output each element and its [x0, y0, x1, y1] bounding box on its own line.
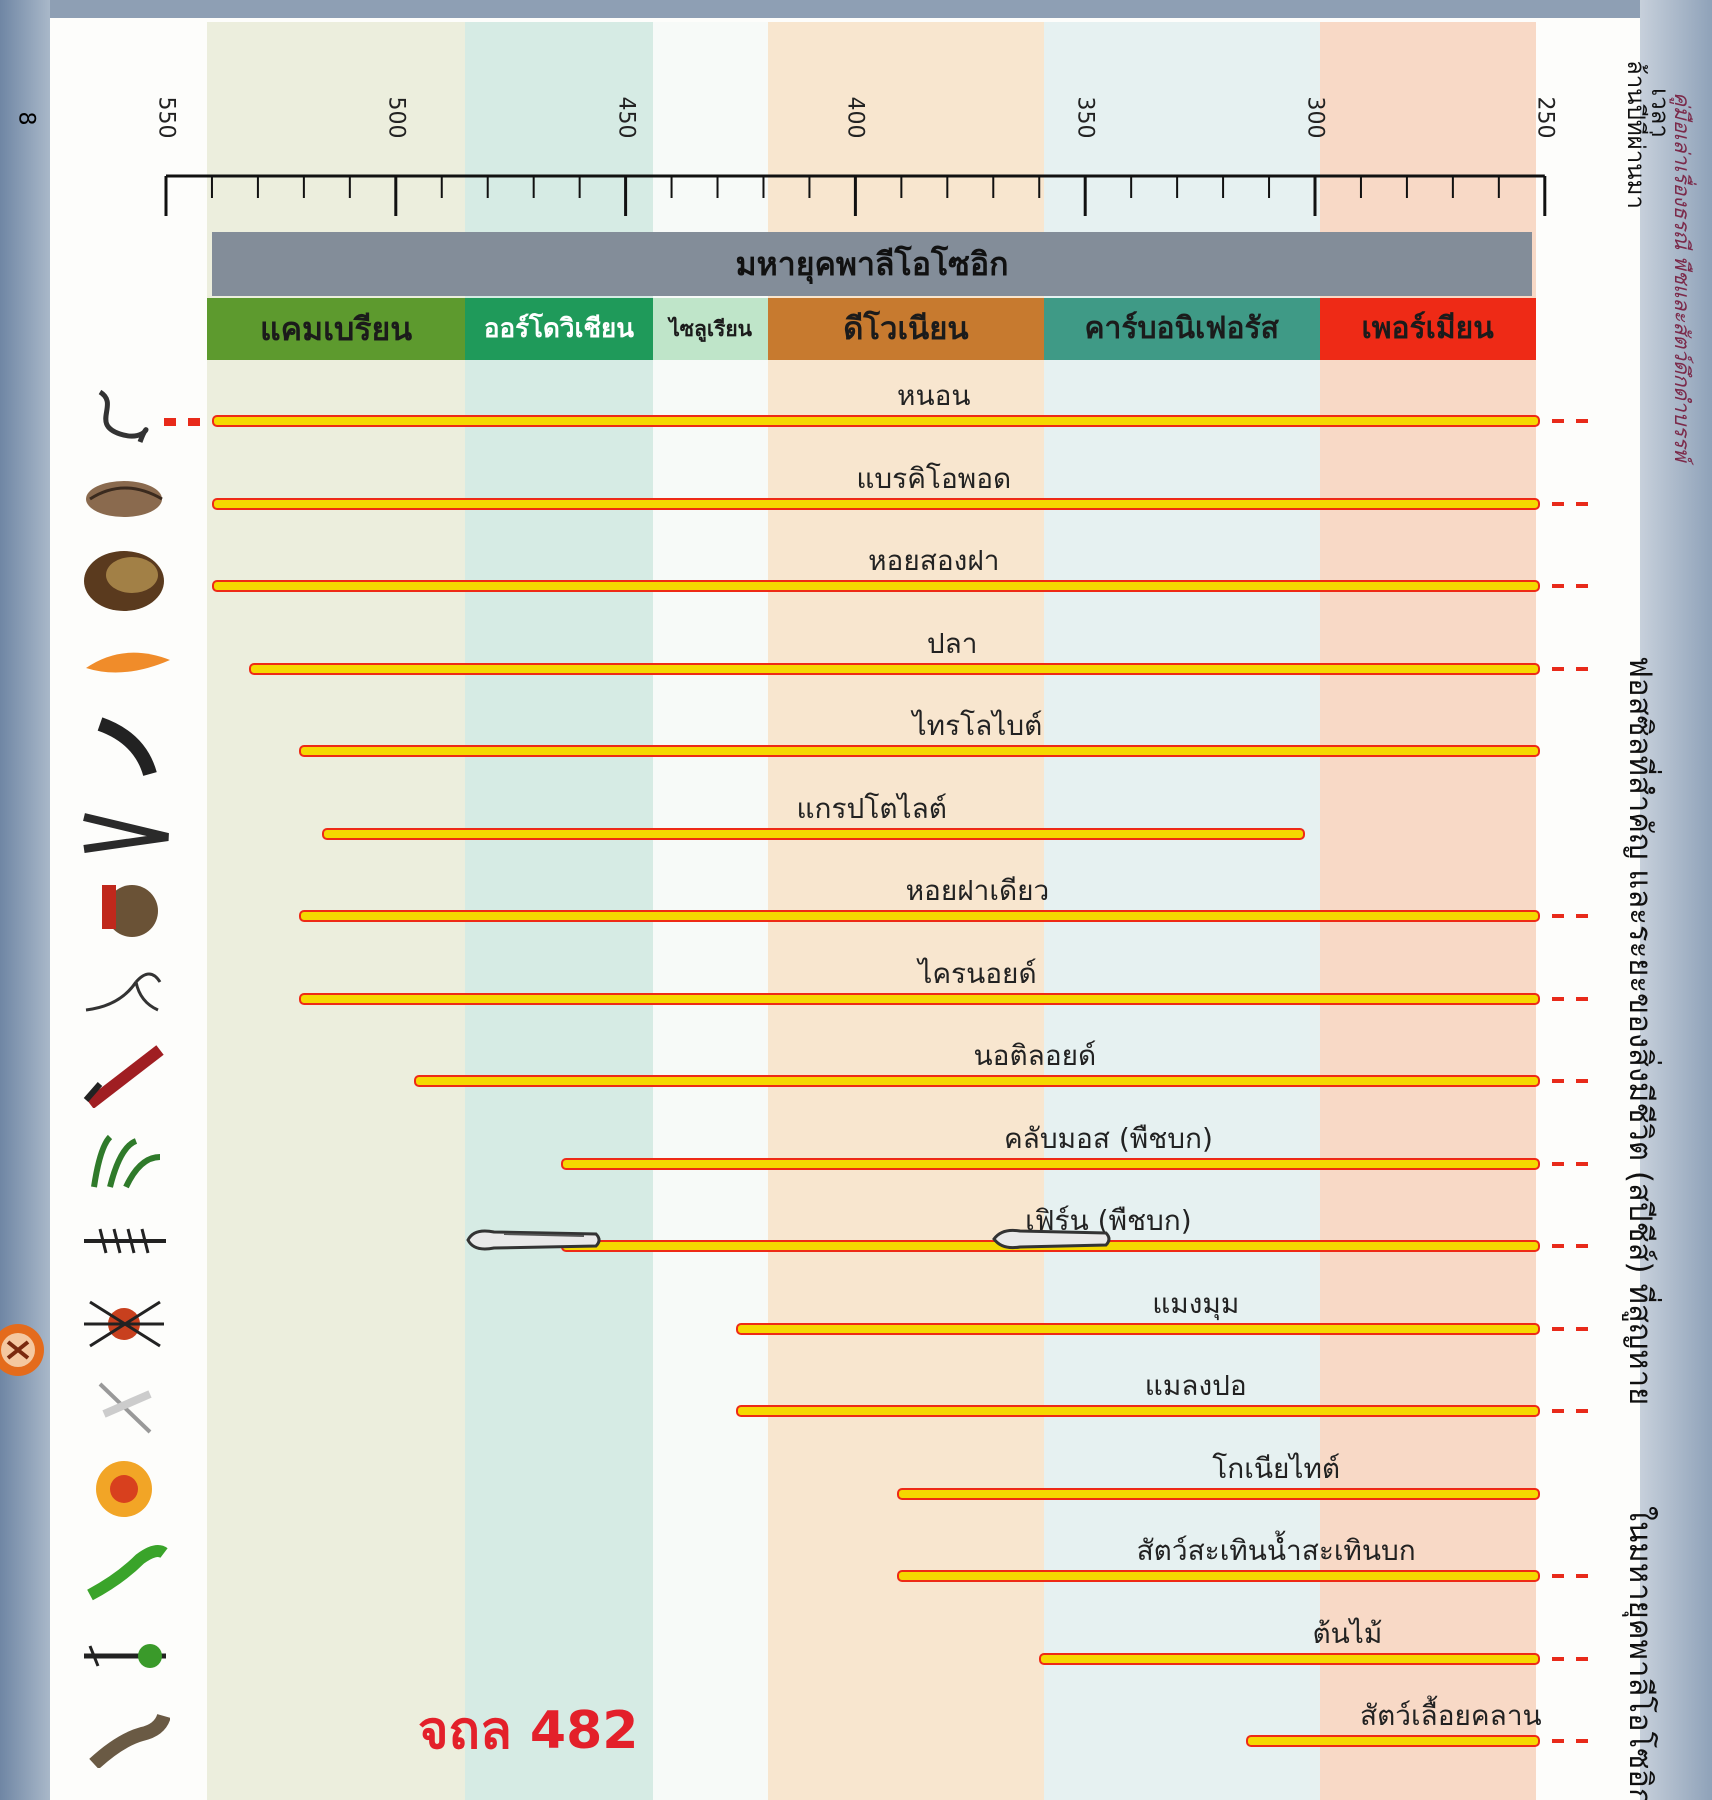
worm-icon — [80, 384, 170, 448]
trilobite-icon — [80, 714, 170, 778]
range-bar — [248, 662, 1540, 675]
continuation-dash — [1551, 996, 1598, 1001]
range-bar — [299, 992, 1540, 1005]
continuation-dash — [1551, 1326, 1598, 1331]
period-cell-6: เพอร์เมียน — [1319, 298, 1536, 360]
axis-tick-label: 300 — [1302, 96, 1328, 139]
page-number: 8 — [13, 111, 39, 126]
organism-label: สัตว์สะเทินน้ำสะเทินบก — [1136, 1534, 1416, 1567]
organism-label: หอยสองฝา — [868, 544, 1000, 577]
organism-label: สัตว์เลื้อยคลาน — [1359, 1699, 1542, 1732]
continuation-dash — [1551, 1079, 1598, 1083]
logo-icon — [0, 1318, 48, 1382]
spider-icon — [80, 1292, 170, 1356]
range-bar — [414, 1075, 1540, 1087]
period-cell-2: ออร์โดวิเชียน — [464, 298, 654, 360]
range-bar — [322, 827, 1306, 840]
continuation-dash — [1551, 501, 1598, 506]
amphibian-icon — [80, 1539, 170, 1603]
tree-icon — [80, 1622, 170, 1686]
range-bar — [735, 1405, 1540, 1417]
stamp-code: จถล 482 — [418, 1701, 639, 1761]
period-cell-5: คาร์บอนิเฟอรัส — [1043, 298, 1320, 360]
continuation-dash — [1551, 1409, 1598, 1413]
left-page-edge — [0, 0, 50, 1800]
organism-label: หอยฝาเดียว — [905, 874, 1050, 907]
organism-label: ต้นไม้ — [1312, 1616, 1383, 1650]
period-cell-3: ไซลูเรียน — [653, 298, 769, 360]
header-caption: คู่มือเล่าเรื่องธรณี พืชและสัตว์ดึกดำบรร… — [1670, 92, 1694, 462]
dragonfly-icon — [80, 1374, 170, 1438]
goniatite-icon — [80, 1457, 170, 1521]
organism-label: ไทรโลไบต์ — [912, 709, 1043, 742]
staple-icon — [466, 1229, 601, 1251]
right-page-edge — [1640, 0, 1712, 1800]
axis-tick-label: 550 — [153, 96, 179, 139]
range-bar — [1039, 1652, 1540, 1665]
leading-dash — [163, 418, 210, 426]
axis-tick-label: 350 — [1072, 96, 1098, 139]
axis-title: ล้านปีที่ผ่านมา — [1622, 60, 1650, 209]
nautiloid-icon — [80, 1044, 170, 1109]
range-bar — [299, 745, 1540, 757]
organism-label: นอติลอยด์ — [973, 1039, 1097, 1072]
organism-label: แมงมุม — [1152, 1286, 1240, 1320]
range-bar — [561, 1157, 1540, 1170]
continuation-dash — [1551, 1739, 1598, 1743]
graptolite-icon — [80, 797, 170, 861]
fish-icon — [80, 632, 170, 696]
organism-label: โกเนียไทต์ — [1212, 1451, 1341, 1485]
era-label: มหายุคพาลีโอโซอิก — [212, 232, 1532, 296]
side-caption-tail: ในมหายุคพาลีโอโซอิก — [1622, 1506, 1658, 1800]
continuation-dash — [1551, 1161, 1598, 1166]
axis-tick-label: 250 — [1532, 96, 1558, 139]
bivalve-icon — [80, 549, 170, 613]
organism-label: ไครนอยด์ — [918, 956, 1037, 990]
gastropod-icon — [80, 879, 170, 943]
organism-label: แบรคิโอพอด — [856, 461, 1012, 495]
continuation-dash — [1551, 584, 1598, 588]
axis-tick-label: 450 — [613, 96, 639, 139]
period-cell-4: ดีโวเนียน — [768, 298, 1044, 360]
range-bar — [211, 497, 1540, 510]
continuation-dash — [1551, 1244, 1598, 1248]
period-cell-1: แคมเบรียน — [207, 298, 465, 360]
organism-label: ปลา — [926, 626, 978, 660]
reptile-icon — [80, 1704, 171, 1770]
organism-label: แกรปโตไลต์ — [796, 791, 947, 825]
organism-label: คลับมอส (พืชบก) — [1003, 1121, 1213, 1155]
crinoid-icon — [80, 962, 170, 1026]
continuation-dash — [1551, 914, 1598, 918]
continuation-dash — [1551, 1574, 1598, 1578]
range-bar — [211, 580, 1540, 592]
organism-label: หนอน — [897, 379, 971, 412]
range-bar — [1246, 1735, 1540, 1747]
axis-tick-label: 500 — [383, 96, 409, 139]
side-caption: ฟอสซิลที่สำคัญ และระยะของสิ่งมีชีวิต (สป… — [1622, 656, 1658, 1406]
axis-tick-label: 400 — [842, 96, 868, 139]
continuation-dash — [1551, 666, 1598, 671]
fern-icon — [80, 1209, 170, 1273]
brachiopod-icon — [80, 467, 170, 531]
organism-label: แมลงปอ — [1144, 1369, 1247, 1402]
clubmoss-icon — [80, 1127, 170, 1191]
range-bar — [299, 910, 1540, 922]
continuation-dash — [1551, 419, 1598, 423]
staple-icon — [992, 1228, 1111, 1250]
continuation-dash — [1551, 1656, 1598, 1661]
range-bar — [735, 1322, 1540, 1335]
range-bar — [211, 415, 1540, 427]
range-bar — [896, 1570, 1540, 1582]
range-bar — [896, 1487, 1540, 1500]
